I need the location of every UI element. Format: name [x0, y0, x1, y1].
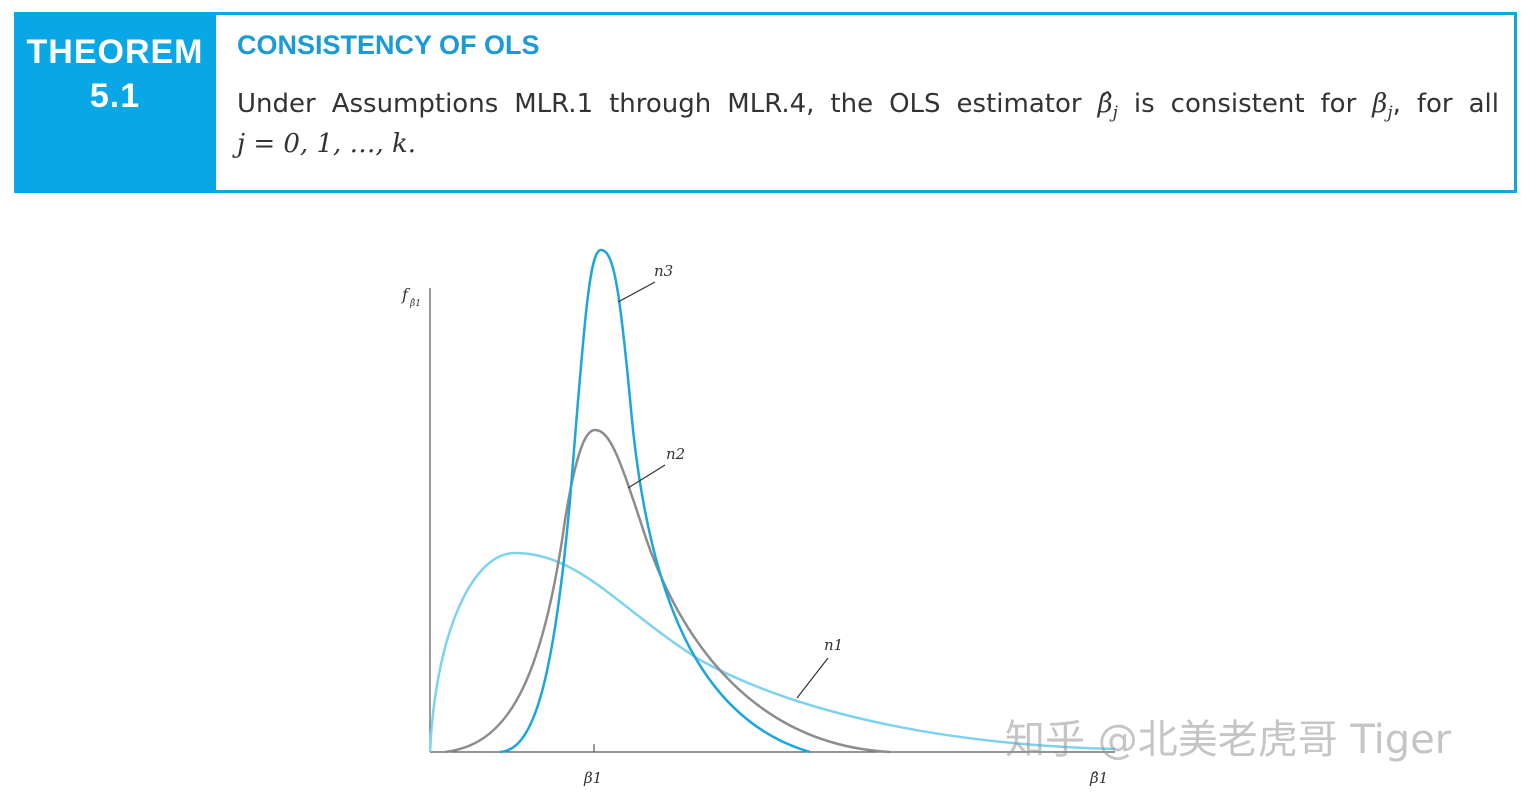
- leader-line: [627, 464, 666, 489]
- theorem-text-line2: j = 0, 1, …, k.: [237, 129, 417, 159]
- x-label: β̂1: [1089, 769, 1108, 787]
- theorem-title: CONSISTENCY OF OLS: [237, 30, 540, 60]
- math: β: [1372, 89, 1388, 119]
- y-axis-sub: β̂1: [409, 298, 421, 309]
- watermark: 知乎 @北美老虎哥 Tiger: [1005, 717, 1452, 763]
- math: β̂: [1097, 89, 1113, 119]
- leader-line: [617, 281, 656, 303]
- text: , for all: [1392, 89, 1499, 119]
- curve-label: n2: [666, 445, 685, 463]
- theorem-label: THEOREM 5.1: [14, 12, 216, 193]
- y-axis-label: f: [401, 285, 411, 304]
- theorem-word: THEOREM: [26, 33, 204, 71]
- curve-n1: [428, 551, 1116, 753]
- theorem-text: Under Assumptions MLR.1 through MLR.4, t…: [237, 84, 1499, 133]
- text: Under Assumptions MLR.1 through MLR.4, t…: [237, 89, 1098, 119]
- curve-label: n1: [824, 636, 843, 654]
- math-sub: j: [1112, 103, 1118, 124]
- x-label: β1: [583, 769, 602, 787]
- theorem-number: 5.1: [89, 77, 141, 115]
- text: is consistent for: [1117, 89, 1373, 119]
- math-sub: j: [1387, 103, 1393, 124]
- theorem-box: [14, 12, 1517, 193]
- curve-label: n3: [654, 262, 673, 280]
- leader-line: [796, 657, 829, 699]
- curve-n3: [499, 248, 811, 754]
- curve-n2: [444, 428, 891, 754]
